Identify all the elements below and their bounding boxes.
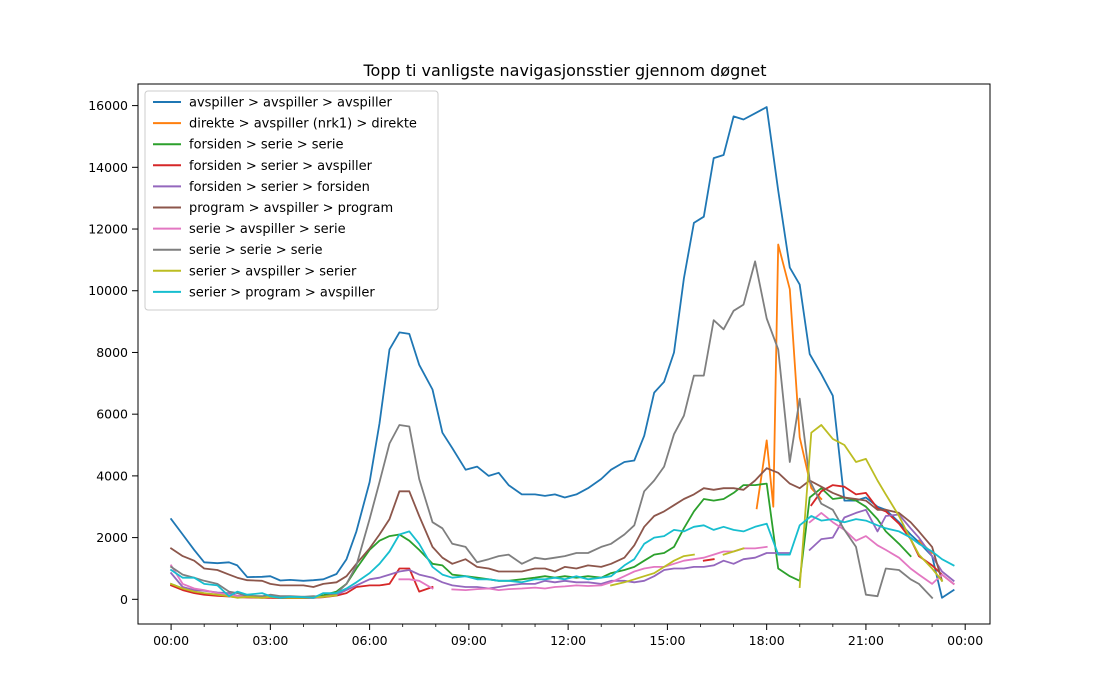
legend-label-6: program > avspiller > program (189, 201, 393, 216)
y-tick-label-0: 0 (120, 592, 128, 607)
series-line-7 (169, 512, 955, 598)
series-line-6 (169, 467, 944, 588)
y-tick-label-3: 6000 (96, 407, 128, 422)
legend-label-7: serie > avspiller > serie (189, 222, 346, 237)
y-tick-label-6: 12000 (88, 222, 128, 237)
legend-label-3: forsiden > serie > serie (189, 138, 344, 153)
x-tick-label-5: 15:00 (649, 633, 685, 648)
x-tick-label-1: 03:00 (252, 633, 288, 648)
y-tick-label-4: 8000 (96, 345, 128, 360)
legend-label-10: serier > program > avspiller (189, 285, 375, 300)
y-tick-label-1: 2000 (96, 530, 128, 545)
legend: avspiller > avspiller > avspiller direkte… (144, 90, 439, 311)
legend-label-9: serier > avspiller > serier (189, 264, 357, 279)
x-tick-label-2: 06:00 (352, 633, 388, 648)
x-tick-label-7: 21:00 (848, 633, 884, 648)
y-axis: 0 2000 4000 6000 8000 10000 12000 14000 16000 (88, 98, 138, 607)
series-line-9 (169, 424, 944, 599)
x-tick-label-0: 00:00 (153, 633, 189, 648)
series-line-10 (169, 515, 955, 599)
legend-label-5: forsiden > serier > forsiden (189, 180, 370, 195)
x-tick-label-6: 18:00 (749, 633, 785, 648)
x-tick-label-8: 00:00 (947, 633, 983, 648)
axes-frame (137, 83, 991, 625)
x-axis: 00:00 03:00 06:00 09:00 12:00 15:00 18:00 21:00… (153, 624, 983, 648)
legend-label-2: direkte > avspiller (nrk1) > direkte (189, 117, 417, 132)
x-tick-label-3: 09:00 (451, 633, 487, 648)
y-tick-label-7: 14000 (88, 160, 128, 175)
y-tick-label-2: 4000 (96, 468, 128, 483)
y-tick-label-8: 16000 (88, 98, 128, 113)
chart-title: Topp ti vanligste navigasjonsstier gjenn… (362, 61, 766, 80)
legend-label-4: forsiden > serier > avspiller (189, 159, 373, 174)
series-layer (169, 106, 955, 600)
y-tick-label-5: 10000 (88, 283, 128, 298)
series-line-1 (169, 106, 955, 599)
legend-box (144, 90, 439, 311)
legend-label-1: avspiller > avspiller > avspiller (189, 96, 393, 111)
legend-label-8: serie > serie > serie (189, 243, 323, 258)
x-tick-label-4: 12:00 (550, 633, 586, 648)
